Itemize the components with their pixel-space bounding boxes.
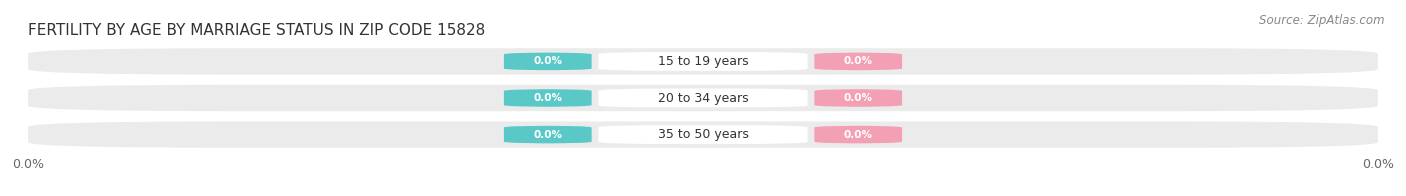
Text: 0.0%: 0.0% [844,93,873,103]
Text: FERTILITY BY AGE BY MARRIAGE STATUS IN ZIP CODE 15828: FERTILITY BY AGE BY MARRIAGE STATUS IN Z… [28,23,485,38]
FancyBboxPatch shape [503,126,592,143]
Text: 0.0%: 0.0% [533,93,562,103]
Text: 0.0%: 0.0% [844,56,873,66]
FancyBboxPatch shape [599,52,807,71]
FancyBboxPatch shape [814,53,903,70]
FancyBboxPatch shape [599,125,807,144]
FancyBboxPatch shape [28,85,1378,111]
Text: 35 to 50 years: 35 to 50 years [658,128,748,141]
FancyBboxPatch shape [503,89,592,107]
Text: 20 to 34 years: 20 to 34 years [658,92,748,104]
Text: 0.0%: 0.0% [844,130,873,140]
FancyBboxPatch shape [503,53,592,70]
FancyBboxPatch shape [814,126,903,143]
FancyBboxPatch shape [28,48,1378,75]
Text: 0.0%: 0.0% [533,56,562,66]
FancyBboxPatch shape [28,121,1378,148]
FancyBboxPatch shape [814,89,903,107]
Text: Source: ZipAtlas.com: Source: ZipAtlas.com [1260,14,1385,27]
Text: 0.0%: 0.0% [533,130,562,140]
Text: 15 to 19 years: 15 to 19 years [658,55,748,68]
FancyBboxPatch shape [599,89,807,107]
